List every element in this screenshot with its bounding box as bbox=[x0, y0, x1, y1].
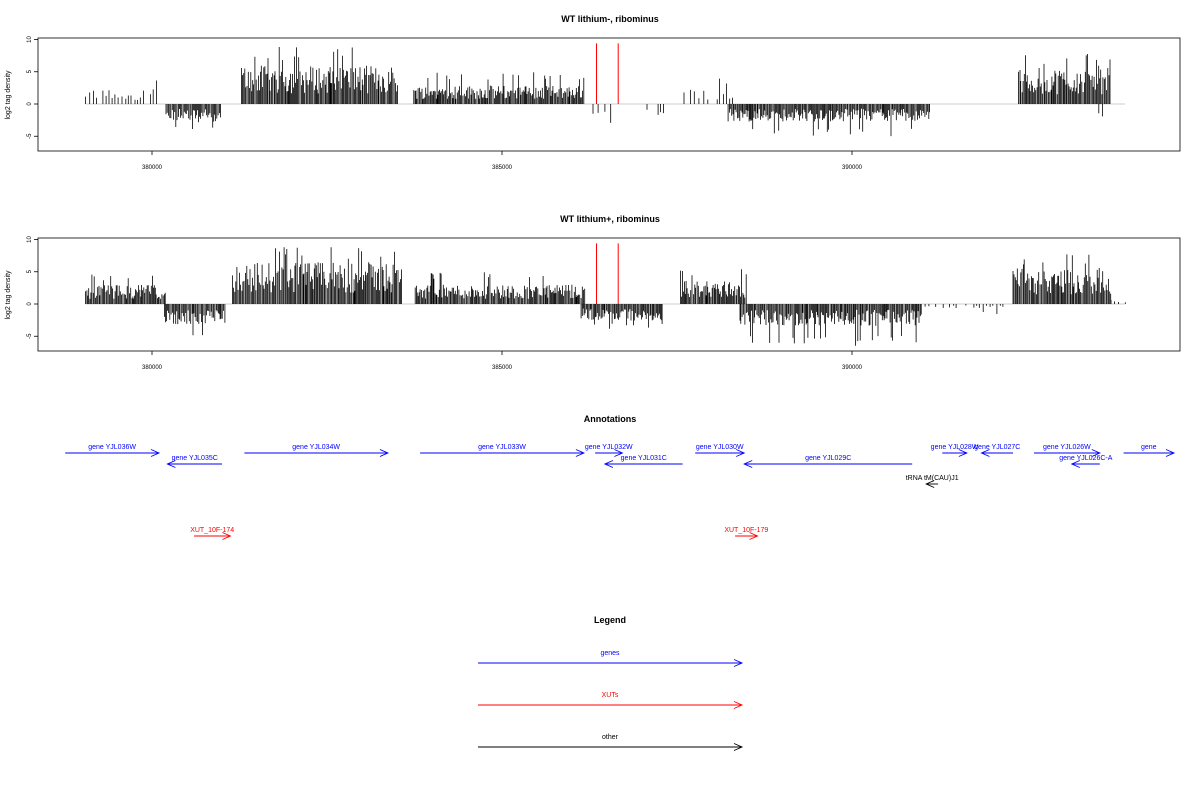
feature-label: gene YJL034W bbox=[292, 444, 340, 451]
arrow-head bbox=[379, 449, 390, 457]
feature-label: gene YJL028W bbox=[931, 444, 979, 451]
y-tick-label: -5 bbox=[27, 133, 33, 139]
feature-label: gene YJL027C bbox=[974, 444, 1020, 451]
feature-other: tRNA tM(CAU)J1 bbox=[906, 475, 959, 488]
x-tick-label: 390000 bbox=[842, 365, 863, 371]
signal-bars bbox=[85, 43, 1125, 137]
x-tick-label: 385000 bbox=[492, 165, 513, 171]
legend-label: genes bbox=[600, 650, 620, 657]
annotation-features: gene YJL036W gene YJL035C gene YJL034W gene… bbox=[65, 444, 1176, 540]
x-tick-label: 385000 bbox=[492, 365, 513, 371]
feature-label: gene YJL036W bbox=[88, 444, 136, 451]
signal-bars bbox=[85, 243, 1126, 346]
x-tick-label: 380000 bbox=[142, 365, 163, 371]
y-axis: 10 5 0 -5 bbox=[27, 236, 38, 339]
arrow-head bbox=[733, 701, 744, 709]
arrow-head bbox=[958, 449, 968, 457]
annotations-title: Annotations bbox=[584, 414, 637, 424]
feature-genes: gene YJL026C-A bbox=[1059, 455, 1113, 468]
feature-label: XUT_10F-174 bbox=[190, 527, 234, 534]
x-axis: 380000 385000 390000 bbox=[142, 151, 863, 171]
arrow-head bbox=[150, 449, 161, 457]
y-axis-label: log2 tag density bbox=[5, 270, 12, 320]
feature-genes: gene YJL033W bbox=[420, 444, 586, 457]
feature-genes: gene YJL032W bbox=[585, 444, 633, 457]
arrow-head bbox=[222, 532, 232, 540]
track-title: WT lithium+, ribominus bbox=[560, 214, 660, 224]
arrow-head bbox=[980, 449, 990, 457]
feature-genes: gene YJL030W bbox=[695, 444, 746, 457]
feature-genes: gene YJL034W bbox=[244, 444, 390, 457]
feature-genes: gene YJL026W bbox=[1034, 444, 1101, 457]
arrow-head bbox=[1165, 449, 1176, 457]
x-tick-label: 380000 bbox=[142, 165, 163, 171]
legend-label: other bbox=[602, 734, 619, 741]
legend-item-other: other bbox=[478, 734, 744, 751]
feature-genes: gene YJL029C bbox=[743, 455, 913, 468]
legend-item-xuts: XUTs bbox=[478, 692, 744, 709]
arrow-head bbox=[1091, 449, 1101, 457]
arrow-head bbox=[1070, 460, 1080, 468]
feature-genes: gene YJL028W bbox=[931, 444, 979, 457]
track-lithium-plus: WT lithium+, ribominus log2 tag density … bbox=[5, 214, 1181, 371]
arrow-head bbox=[925, 480, 935, 488]
legend-label: XUTs bbox=[602, 692, 619, 699]
feature-label: gene YJL031C bbox=[621, 455, 667, 462]
arrow-head bbox=[603, 460, 614, 468]
arrow-head bbox=[736, 449, 746, 457]
plot-frame bbox=[37, 37, 1181, 152]
y-axis-label: log2 tag density bbox=[5, 70, 12, 120]
x-axis: 380000 385000 390000 bbox=[142, 351, 863, 371]
y-tick-label: 0 bbox=[27, 102, 33, 106]
feature-genes: gene bbox=[1123, 444, 1176, 457]
arrow-head bbox=[575, 449, 586, 457]
feature-xuts: XUT_10F-174 bbox=[190, 527, 234, 540]
legend-title: Legend bbox=[594, 615, 626, 625]
feature-label: gene YJL030W bbox=[696, 444, 744, 451]
legend: genes XUTs other bbox=[478, 650, 744, 751]
feature-label: tRNA tM(CAU)J1 bbox=[906, 475, 959, 482]
feature-label: gene YJL026W bbox=[1043, 444, 1091, 451]
feature-genes: gene YJL027C bbox=[974, 444, 1020, 457]
feature-label: gene YJL035C bbox=[172, 455, 218, 462]
feature-xuts: XUT_10F-179 bbox=[724, 527, 768, 540]
feature-genes: gene YJL031C bbox=[603, 455, 683, 468]
plot-frame bbox=[37, 237, 1181, 352]
y-tick-label: 5 bbox=[27, 269, 33, 273]
feature-label: XUT_10F-179 bbox=[724, 527, 768, 534]
y-tick-label: 5 bbox=[27, 69, 33, 73]
feature-genes: gene YJL036W bbox=[65, 444, 161, 457]
track-title: WT lithium-, ribominus bbox=[561, 14, 659, 24]
y-tick-label: -5 bbox=[27, 333, 33, 339]
y-axis: 10 5 0 -5 bbox=[27, 36, 38, 139]
x-tick-label: 390000 bbox=[842, 165, 863, 171]
y-tick-label: 10 bbox=[27, 36, 33, 43]
arrow-head bbox=[166, 460, 176, 468]
y-tick-label: 10 bbox=[27, 236, 33, 243]
feature-label: gene YJL033W bbox=[478, 444, 526, 451]
arrow-head bbox=[749, 532, 759, 540]
y-tick-label: 0 bbox=[27, 302, 33, 306]
arrow-head bbox=[614, 449, 624, 457]
arrow-head bbox=[743, 460, 753, 468]
feature-label: gene YJL032W bbox=[585, 444, 633, 451]
feature-label: gene bbox=[1141, 444, 1157, 451]
feature-label: gene YJL026C-A bbox=[1059, 455, 1113, 462]
track-lithium-minus: WT lithium-, ribominus log2 tag density … bbox=[5, 14, 1181, 171]
arrow-head bbox=[733, 743, 744, 751]
legend-item-genes: genes bbox=[478, 650, 744, 667]
feature-genes: gene YJL035C bbox=[166, 455, 222, 468]
feature-label: gene YJL029C bbox=[805, 455, 851, 462]
arrow-head bbox=[733, 659, 744, 667]
